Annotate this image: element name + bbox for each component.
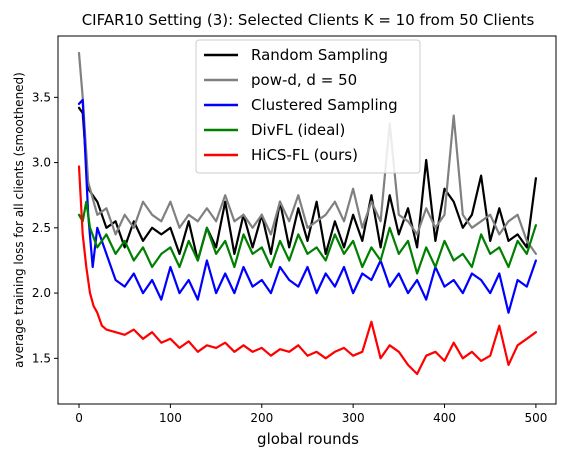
series-line-3 (77, 200, 538, 275)
x-tick-label-0: 0 (75, 411, 83, 425)
series-line-1 (77, 51, 538, 255)
series-line-2 (77, 98, 538, 314)
legend: Random Sampling pow-d, d = 50 Clustered Sa… (195, 39, 421, 174)
y-axis-title: average training loss for all clients (s… (12, 72, 26, 368)
y-tick-label-4: 3.5 (32, 90, 51, 104)
plot-frame (57, 35, 557, 405)
x-tick-label-5: 500 (524, 411, 547, 425)
x-axis-title: global rounds (257, 430, 359, 448)
series-layer (77, 51, 538, 376)
legend-label-0: Random Sampling (251, 46, 388, 64)
x-tick-label-2: 200 (250, 411, 273, 425)
legend-label-2: Clustered Sampling (251, 96, 398, 114)
x-tick-label-3: 300 (342, 411, 365, 425)
legend-label-4: HiCS-FL (ours) (251, 146, 358, 164)
y-tick-label-3: 3.0 (32, 156, 51, 170)
legend-label-1: pow-d, d = 50 (251, 71, 357, 89)
y-tick-label-1: 2.0 (32, 286, 51, 300)
legend-box (195, 39, 421, 174)
legend-label-3: DivFL (ideal) (251, 121, 345, 139)
x-tick-label-4: 400 (433, 411, 456, 425)
x-tick-label-1: 100 (159, 411, 182, 425)
chart-title: CIFAR10 Setting (3): Selected Clients K … (82, 11, 535, 29)
axes-layer: 0 100 200 300 400 500 1.5 2.0 2.5 3.0 3.5 (32, 35, 557, 425)
series-line-0 (77, 106, 538, 262)
y-tick-label-0: 1.5 (32, 351, 51, 365)
series-line-4 (77, 165, 538, 376)
y-tick-label-2: 2.5 (32, 221, 51, 235)
